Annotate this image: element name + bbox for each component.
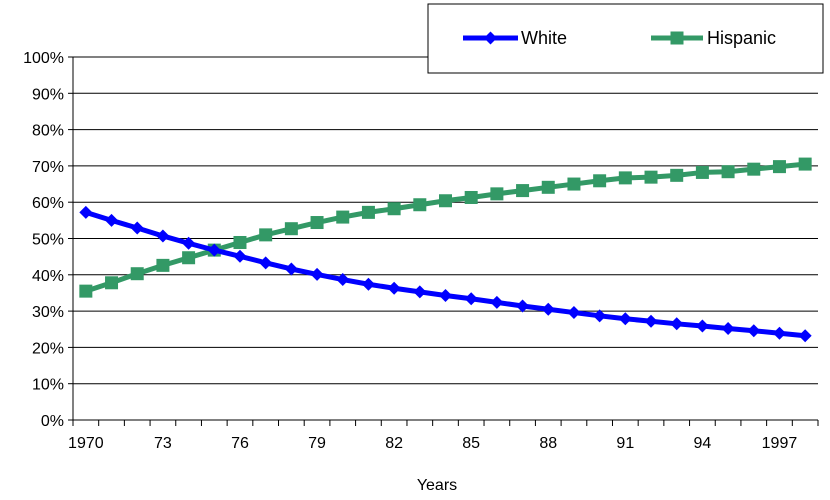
data-point-hispanic xyxy=(79,284,93,298)
legend-item-hispanic: Hispanic xyxy=(651,28,776,48)
x-axis-title: Years xyxy=(417,477,457,494)
series-layer xyxy=(79,157,812,343)
series-hispanic xyxy=(79,157,812,298)
x-tick-label: 94 xyxy=(693,435,711,452)
data-point-hispanic xyxy=(182,251,196,265)
series-white xyxy=(79,205,812,343)
y-tick-label: 80% xyxy=(32,123,64,140)
data-point-hispanic xyxy=(670,168,684,182)
data-point-hispanic xyxy=(541,180,555,194)
y-axis-ticks: 0% 10% 20% 30% 40% 50% 60% 70% 80% 90% 100% xyxy=(23,50,73,430)
data-point-hispanic xyxy=(695,165,709,179)
x-axis-ticks: 1970 73 76 79 82 85 88 91 94 1997 xyxy=(68,420,819,452)
data-point-white xyxy=(464,292,478,306)
data-point-hispanic xyxy=(567,177,581,191)
legend-label: Hispanic xyxy=(707,28,776,48)
data-point-hispanic xyxy=(259,228,273,242)
data-point-white xyxy=(310,267,324,281)
data-point-white xyxy=(259,256,273,270)
data-point-hispanic xyxy=(387,202,401,216)
data-point-white xyxy=(336,273,350,287)
x-tick-label: 91 xyxy=(616,435,634,452)
data-point-white xyxy=(233,249,247,263)
data-point-white xyxy=(361,277,375,291)
data-point-white xyxy=(387,281,401,295)
data-point-white xyxy=(798,329,812,343)
y-tick-label: 20% xyxy=(32,340,64,357)
data-point-white xyxy=(207,243,221,257)
data-point-white xyxy=(772,326,786,340)
y-tick-label: 70% xyxy=(32,159,64,176)
data-point-white xyxy=(644,314,658,328)
data-point-hispanic xyxy=(464,190,478,204)
y-tick-label: 90% xyxy=(32,86,64,103)
data-point-white xyxy=(516,299,530,313)
y-tick-label: 40% xyxy=(32,268,64,285)
data-point-white xyxy=(567,306,581,320)
data-point-white xyxy=(670,317,684,331)
y-tick-label: 10% xyxy=(32,377,64,394)
data-point-white xyxy=(593,309,607,323)
data-point-hispanic xyxy=(747,162,761,176)
y-tick-label: 30% xyxy=(32,304,64,321)
data-point-hispanic xyxy=(618,171,632,185)
data-point-white xyxy=(182,236,196,250)
x-tick-label: 88 xyxy=(539,435,557,452)
x-tick-label: 85 xyxy=(462,435,480,452)
data-point-white xyxy=(156,229,170,243)
y-tick-label: 0% xyxy=(41,413,64,430)
x-tick-label: 1970 xyxy=(68,435,104,452)
data-point-white xyxy=(721,322,735,336)
data-point-hispanic xyxy=(105,276,119,290)
data-point-hispanic xyxy=(439,194,452,208)
y-tick-label: 50% xyxy=(32,232,64,249)
data-point-hispanic xyxy=(130,267,144,281)
y-tick-label: 60% xyxy=(32,195,64,212)
x-tick-label: 79 xyxy=(308,435,326,452)
data-point-white xyxy=(541,302,555,316)
data-point-white xyxy=(695,319,709,333)
data-point-white xyxy=(79,205,93,219)
x-tick-label: 73 xyxy=(154,435,172,452)
data-point-white xyxy=(413,285,427,299)
data-point-hispanic xyxy=(310,216,324,230)
data-point-white xyxy=(284,262,298,276)
data-point-hispanic xyxy=(156,258,170,272)
legend: White Hispanic xyxy=(427,3,824,74)
data-point-hispanic xyxy=(284,222,298,236)
data-point-hispanic xyxy=(798,157,812,171)
data-point-hispanic xyxy=(721,165,735,179)
data-point-white xyxy=(618,312,632,326)
data-point-white xyxy=(439,288,452,302)
data-point-white xyxy=(747,324,761,338)
data-point-hispanic xyxy=(361,205,375,219)
legend-marker xyxy=(670,31,684,45)
x-tick-label: 1997 xyxy=(762,435,798,452)
data-point-white xyxy=(490,295,504,309)
y-tick-label: 100% xyxy=(23,50,64,67)
data-point-hispanic xyxy=(413,198,427,212)
data-point-hispanic xyxy=(516,184,530,198)
data-point-hispanic xyxy=(490,187,504,201)
x-tick-label: 76 xyxy=(231,435,249,452)
legend-label: White xyxy=(521,28,567,48)
data-point-hispanic xyxy=(644,170,658,184)
legend-marker xyxy=(484,31,497,45)
legend-item-white: White xyxy=(463,28,567,48)
x-tick-label: 82 xyxy=(385,435,403,452)
data-point-hispanic xyxy=(593,174,607,188)
data-point-hispanic xyxy=(772,160,786,174)
data-point-white xyxy=(105,213,119,227)
data-point-hispanic xyxy=(336,210,350,224)
data-point-white xyxy=(130,221,144,235)
data-point-hispanic xyxy=(233,235,247,249)
